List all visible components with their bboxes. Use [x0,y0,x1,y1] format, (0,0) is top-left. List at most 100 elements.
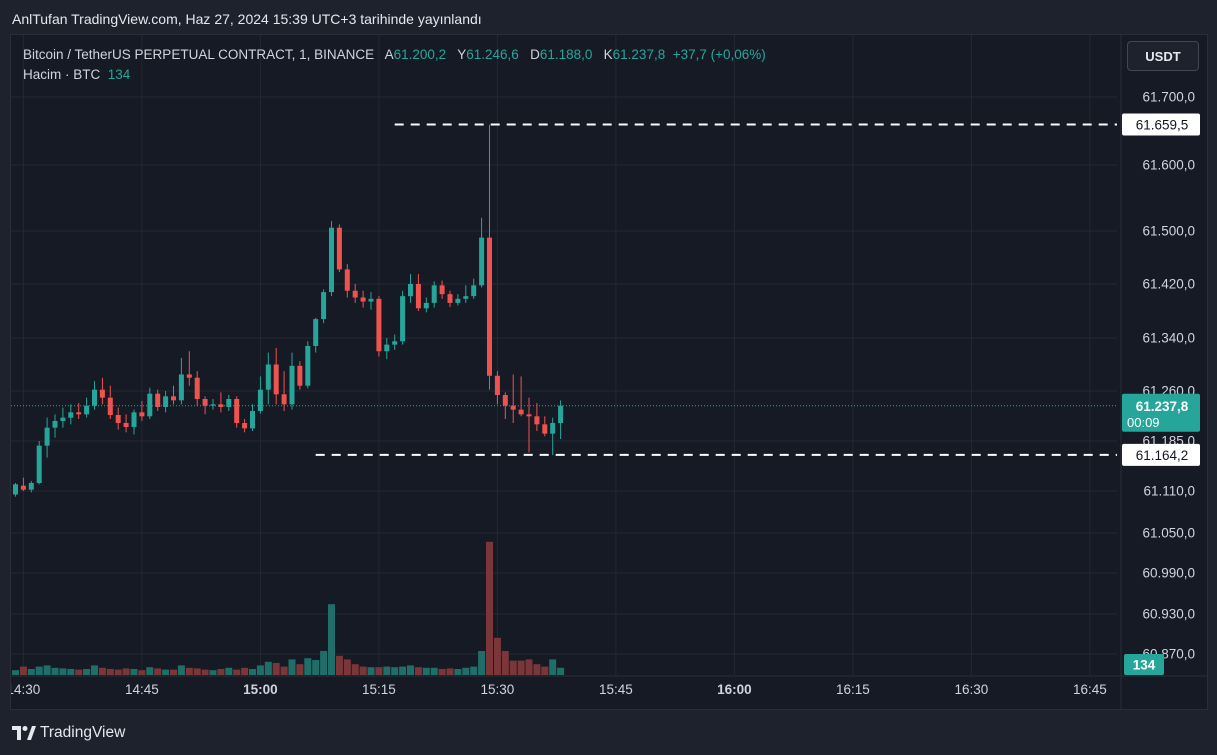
volume-bar [541,666,549,675]
volume-bar [280,666,288,675]
volume-bar [217,669,225,675]
volume-bar [328,604,335,675]
volume-bar [264,661,272,675]
candle-body [68,412,74,418]
close-label: K [603,47,613,62]
price-tick-label: 61.050,0 [1142,526,1195,541]
volume-bar [422,667,430,675]
tradingview-logo[interactable]: TradingView [12,723,125,743]
candle-body [234,399,240,423]
open-label: A [384,47,394,62]
bar-countdown-label: 00:09 [1127,415,1160,430]
price-chart[interactable]: 61.700,0 61.600,0 61.500,0 61.420,0 61.340,0… [11,35,1208,710]
candle-body [400,296,406,342]
candle-body [313,319,319,346]
level-price-label: 61.164,2 [1136,448,1189,463]
candle-body [28,483,34,490]
tradingview-logo-icon [12,726,36,740]
candle-body [250,411,255,429]
volume-bar [91,665,98,675]
volume-bar [470,666,478,675]
price-tick-label: 60.990,0 [1142,566,1195,581]
candle-body [344,269,350,291]
candle-body [226,399,232,407]
symbol-description[interactable]: Bitcoin / TetherUS PERPETUAL CONTRACT, 1… [23,47,375,62]
candle-body [210,404,216,406]
candle-body [107,397,113,415]
volume-bar [414,667,422,675]
published-header: AnlTufan TradingView.com, Haz 27, 2024 1… [0,0,1217,36]
line-layer [11,123,1117,456]
candle-body [526,414,532,417]
last-price-label: 61.237,8 [1136,399,1189,414]
published-note: AnlTufan TradingView.com, Haz 27, 2024 1… [12,11,482,27]
volume-label[interactable]: Hacim · BTC [23,67,101,82]
chart-frame[interactable]: 61.700,0 61.600,0 61.500,0 61.420,0 61.340,0… [10,34,1208,710]
low-value: 61.188,0 [539,47,593,62]
time-axis[interactable]: 14:30 14:45 15:00 15:15 15:30 15:45 16:00 16:15… [11,682,1107,697]
volume-bar [478,651,486,675]
volume-bar [67,669,75,675]
candle-body [115,415,121,423]
candle-body [329,227,334,293]
volume-bar [177,665,185,675]
candle-body [463,296,469,299]
candle-body [218,404,224,407]
candle-body [297,365,303,386]
candle-body [76,412,82,415]
change-value: +37,7 (+0,06%) [672,47,766,62]
volume-bar [454,669,462,675]
volume-bar [193,668,201,675]
candle-body [550,423,556,434]
volume-bar [304,658,312,675]
volume-bar [407,665,414,675]
time-tick-label: 14:45 [125,682,159,697]
candle-body [352,290,358,298]
candle-body [281,394,287,405]
volume-bar [501,651,509,675]
candle-body [289,365,295,405]
volume-bar [114,669,122,675]
level-price-badge [1122,443,1200,466]
volume-bar [399,666,407,675]
volume-bar [391,667,399,675]
price-axis[interactable]: 61.700,0 61.600,0 61.500,0 61.420,0 61.340,0… [1142,90,1195,662]
candle-body [502,395,508,406]
time-tick-label: 16:30 [955,682,989,697]
legend-ohlc-line: Bitcoin / TetherUS PERPETUAL CONTRACT, 1… [23,45,766,65]
candle-body [518,409,524,415]
candle-body [178,374,184,401]
level-price-label: 61.659,5 [1136,118,1189,133]
candle-body [431,285,437,303]
time-tick-label: 16:15 [836,682,870,697]
chart-legend: Bitcoin / TetherUS PERPETUAL CONTRACT, 1… [23,45,766,85]
candle-body [194,377,200,399]
candle-body [131,412,137,427]
candle-body [52,421,58,428]
grid-layer [11,35,1207,709]
price-tick-label: 61.420,0 [1142,277,1195,292]
candle-body [408,284,413,297]
time-tick-label: 16:00 [717,682,752,697]
volume-badge-label: 134 [1133,658,1156,673]
volume-bar [83,669,91,675]
level-price-badge [1122,113,1200,136]
candle-body [273,364,279,395]
volume-bar [170,669,177,675]
candle-body [186,374,192,378]
volume-bar [343,659,351,675]
candle-body [376,298,382,352]
currency-button[interactable]: USDT [1127,41,1199,71]
open-value: 61.200,2 [393,47,447,62]
candle-body [36,445,42,483]
price-tick-label: 61.500,0 [1142,224,1195,239]
time-tick-label: 15:45 [599,682,633,697]
time-tick-label: 16:45 [1073,682,1107,697]
candle-body [13,484,18,495]
price-tick-label: 60.930,0 [1142,607,1195,622]
volume-bar [351,664,359,675]
candle-body [368,298,374,302]
legend-volume-line: Hacim · BTC 134 [23,65,766,85]
volume-bar [19,666,27,675]
candle-body [471,285,477,297]
